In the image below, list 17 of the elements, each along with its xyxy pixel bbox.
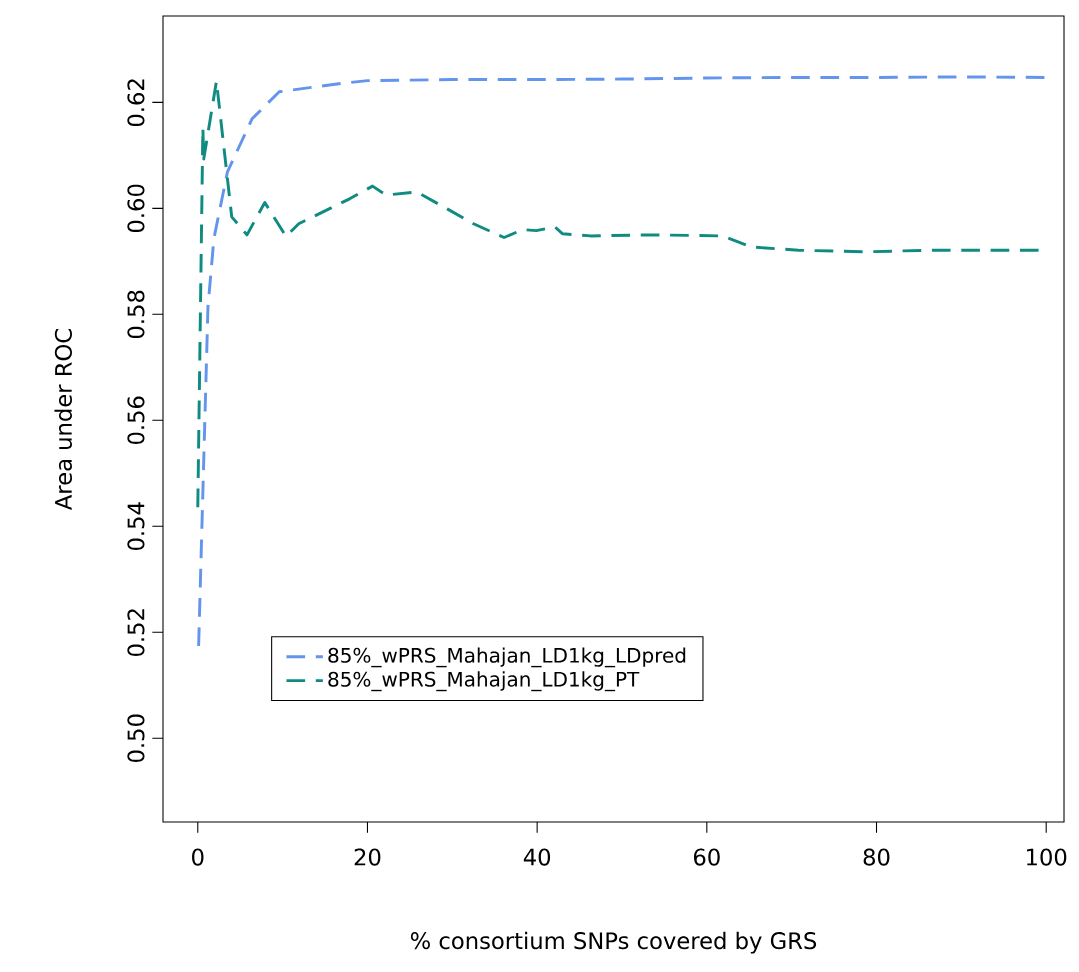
x-tick-label: 100	[1027, 848, 1067, 866]
x-tick-label: 60	[694, 848, 720, 866]
y-tick-label: 0.56	[127, 396, 145, 445]
y-tick-label: 0.58	[127, 290, 145, 339]
x-tick-label: 0	[192, 848, 204, 866]
y-tick-label: 0.62	[127, 79, 145, 127]
y-tick-label: 0.54	[127, 502, 145, 551]
y-tick-label: 0.50	[127, 714, 145, 763]
x-tick-label: 40	[523, 848, 551, 866]
y-axis-title: Area under ROC	[54, 329, 72, 511]
x-tick-label: 80	[863, 848, 890, 866]
legend-label: 85%_wPRS_Mahajan_LD1kg_PT	[328, 671, 640, 692]
x-tick-label: 20	[354, 848, 381, 866]
y-tick-label: 0.60	[127, 184, 145, 233]
y-tick-label: 0.52	[127, 609, 145, 657]
legend-label: 85%_wPRS_Mahajan_LD1kg_LDpred	[328, 647, 686, 668]
x-axis-title: % consortium SNPs covered by GRS	[410, 931, 817, 954]
